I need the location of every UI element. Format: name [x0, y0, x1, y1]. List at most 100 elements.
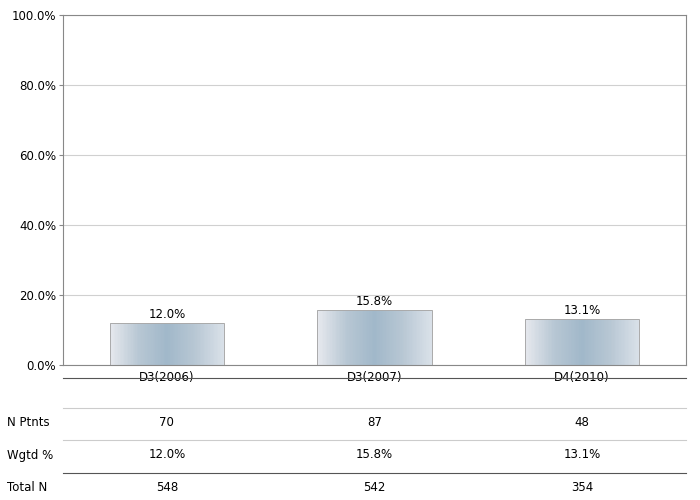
Bar — [223, 323, 224, 365]
Bar — [568, 319, 570, 365]
Bar — [601, 319, 603, 365]
Bar — [379, 310, 380, 365]
Bar — [144, 323, 146, 365]
Bar — [612, 319, 614, 365]
Bar — [128, 323, 130, 365]
Bar — [346, 310, 348, 365]
Bar — [580, 319, 581, 365]
Bar — [609, 319, 611, 365]
Bar — [528, 319, 529, 365]
Bar — [389, 310, 391, 365]
Bar — [414, 310, 416, 365]
Bar — [369, 310, 370, 365]
Bar — [135, 323, 137, 365]
Bar — [220, 323, 221, 365]
Bar — [184, 323, 186, 365]
Text: 542: 542 — [363, 481, 386, 494]
Text: Wgtd %: Wgtd % — [7, 448, 53, 462]
Bar — [410, 310, 412, 365]
Bar — [202, 323, 204, 365]
Bar — [171, 323, 173, 365]
Bar — [218, 323, 220, 365]
Bar — [621, 319, 622, 365]
Bar — [340, 310, 342, 365]
Bar — [153, 323, 154, 365]
Bar — [193, 323, 194, 365]
Bar — [391, 310, 393, 365]
Bar — [399, 310, 400, 365]
Bar — [564, 319, 565, 365]
Bar — [538, 319, 540, 365]
Bar — [320, 310, 322, 365]
Bar — [592, 319, 594, 365]
Bar — [330, 310, 332, 365]
Bar — [380, 310, 382, 365]
Bar — [167, 323, 169, 365]
Bar — [351, 310, 354, 365]
Bar — [180, 323, 181, 365]
Bar — [529, 319, 531, 365]
Bar — [373, 310, 374, 365]
Bar — [118, 323, 120, 365]
Bar — [625, 319, 626, 365]
Bar — [326, 310, 328, 365]
Bar — [587, 319, 588, 365]
Bar — [386, 310, 388, 365]
Bar — [635, 319, 636, 365]
Bar — [624, 319, 625, 365]
Bar — [174, 323, 176, 365]
Bar — [347, 310, 349, 365]
Bar — [622, 319, 624, 365]
Bar — [190, 323, 191, 365]
Bar — [548, 319, 550, 365]
Bar — [595, 319, 596, 365]
Bar — [343, 310, 344, 365]
Bar — [213, 323, 214, 365]
Bar — [337, 310, 339, 365]
Bar — [551, 319, 552, 365]
Bar — [416, 310, 417, 365]
Bar — [155, 323, 157, 365]
Text: 13.1%: 13.1% — [564, 304, 601, 317]
Bar — [194, 323, 195, 365]
Bar — [536, 319, 538, 365]
Bar — [216, 323, 217, 365]
Bar — [559, 319, 561, 365]
Text: 48: 48 — [575, 416, 589, 429]
Bar — [636, 319, 638, 365]
Bar — [131, 323, 133, 365]
Bar — [531, 319, 533, 365]
Bar — [570, 319, 573, 365]
Bar — [588, 319, 589, 365]
Bar — [618, 319, 620, 365]
Bar — [372, 310, 373, 365]
Bar — [632, 319, 634, 365]
Bar — [539, 319, 541, 365]
Bar — [353, 310, 355, 365]
Bar — [376, 310, 377, 365]
Bar — [617, 319, 618, 365]
Bar — [354, 310, 356, 365]
Bar — [556, 319, 558, 365]
Bar — [398, 310, 399, 365]
Bar — [360, 310, 362, 365]
Bar — [533, 319, 536, 365]
Bar — [419, 310, 421, 365]
Bar — [395, 310, 396, 365]
Bar — [420, 310, 422, 365]
Bar — [429, 310, 430, 365]
Bar — [542, 319, 544, 365]
Bar — [336, 310, 337, 365]
Bar — [210, 323, 211, 365]
Bar — [333, 310, 335, 365]
Bar — [421, 310, 424, 365]
Bar — [195, 323, 197, 365]
Bar — [208, 323, 210, 365]
Bar — [603, 319, 606, 365]
Text: 15.8%: 15.8% — [356, 448, 393, 462]
Bar — [317, 310, 432, 365]
Bar — [626, 319, 628, 365]
Bar — [393, 310, 395, 365]
Bar — [535, 319, 537, 365]
Bar — [148, 323, 150, 365]
